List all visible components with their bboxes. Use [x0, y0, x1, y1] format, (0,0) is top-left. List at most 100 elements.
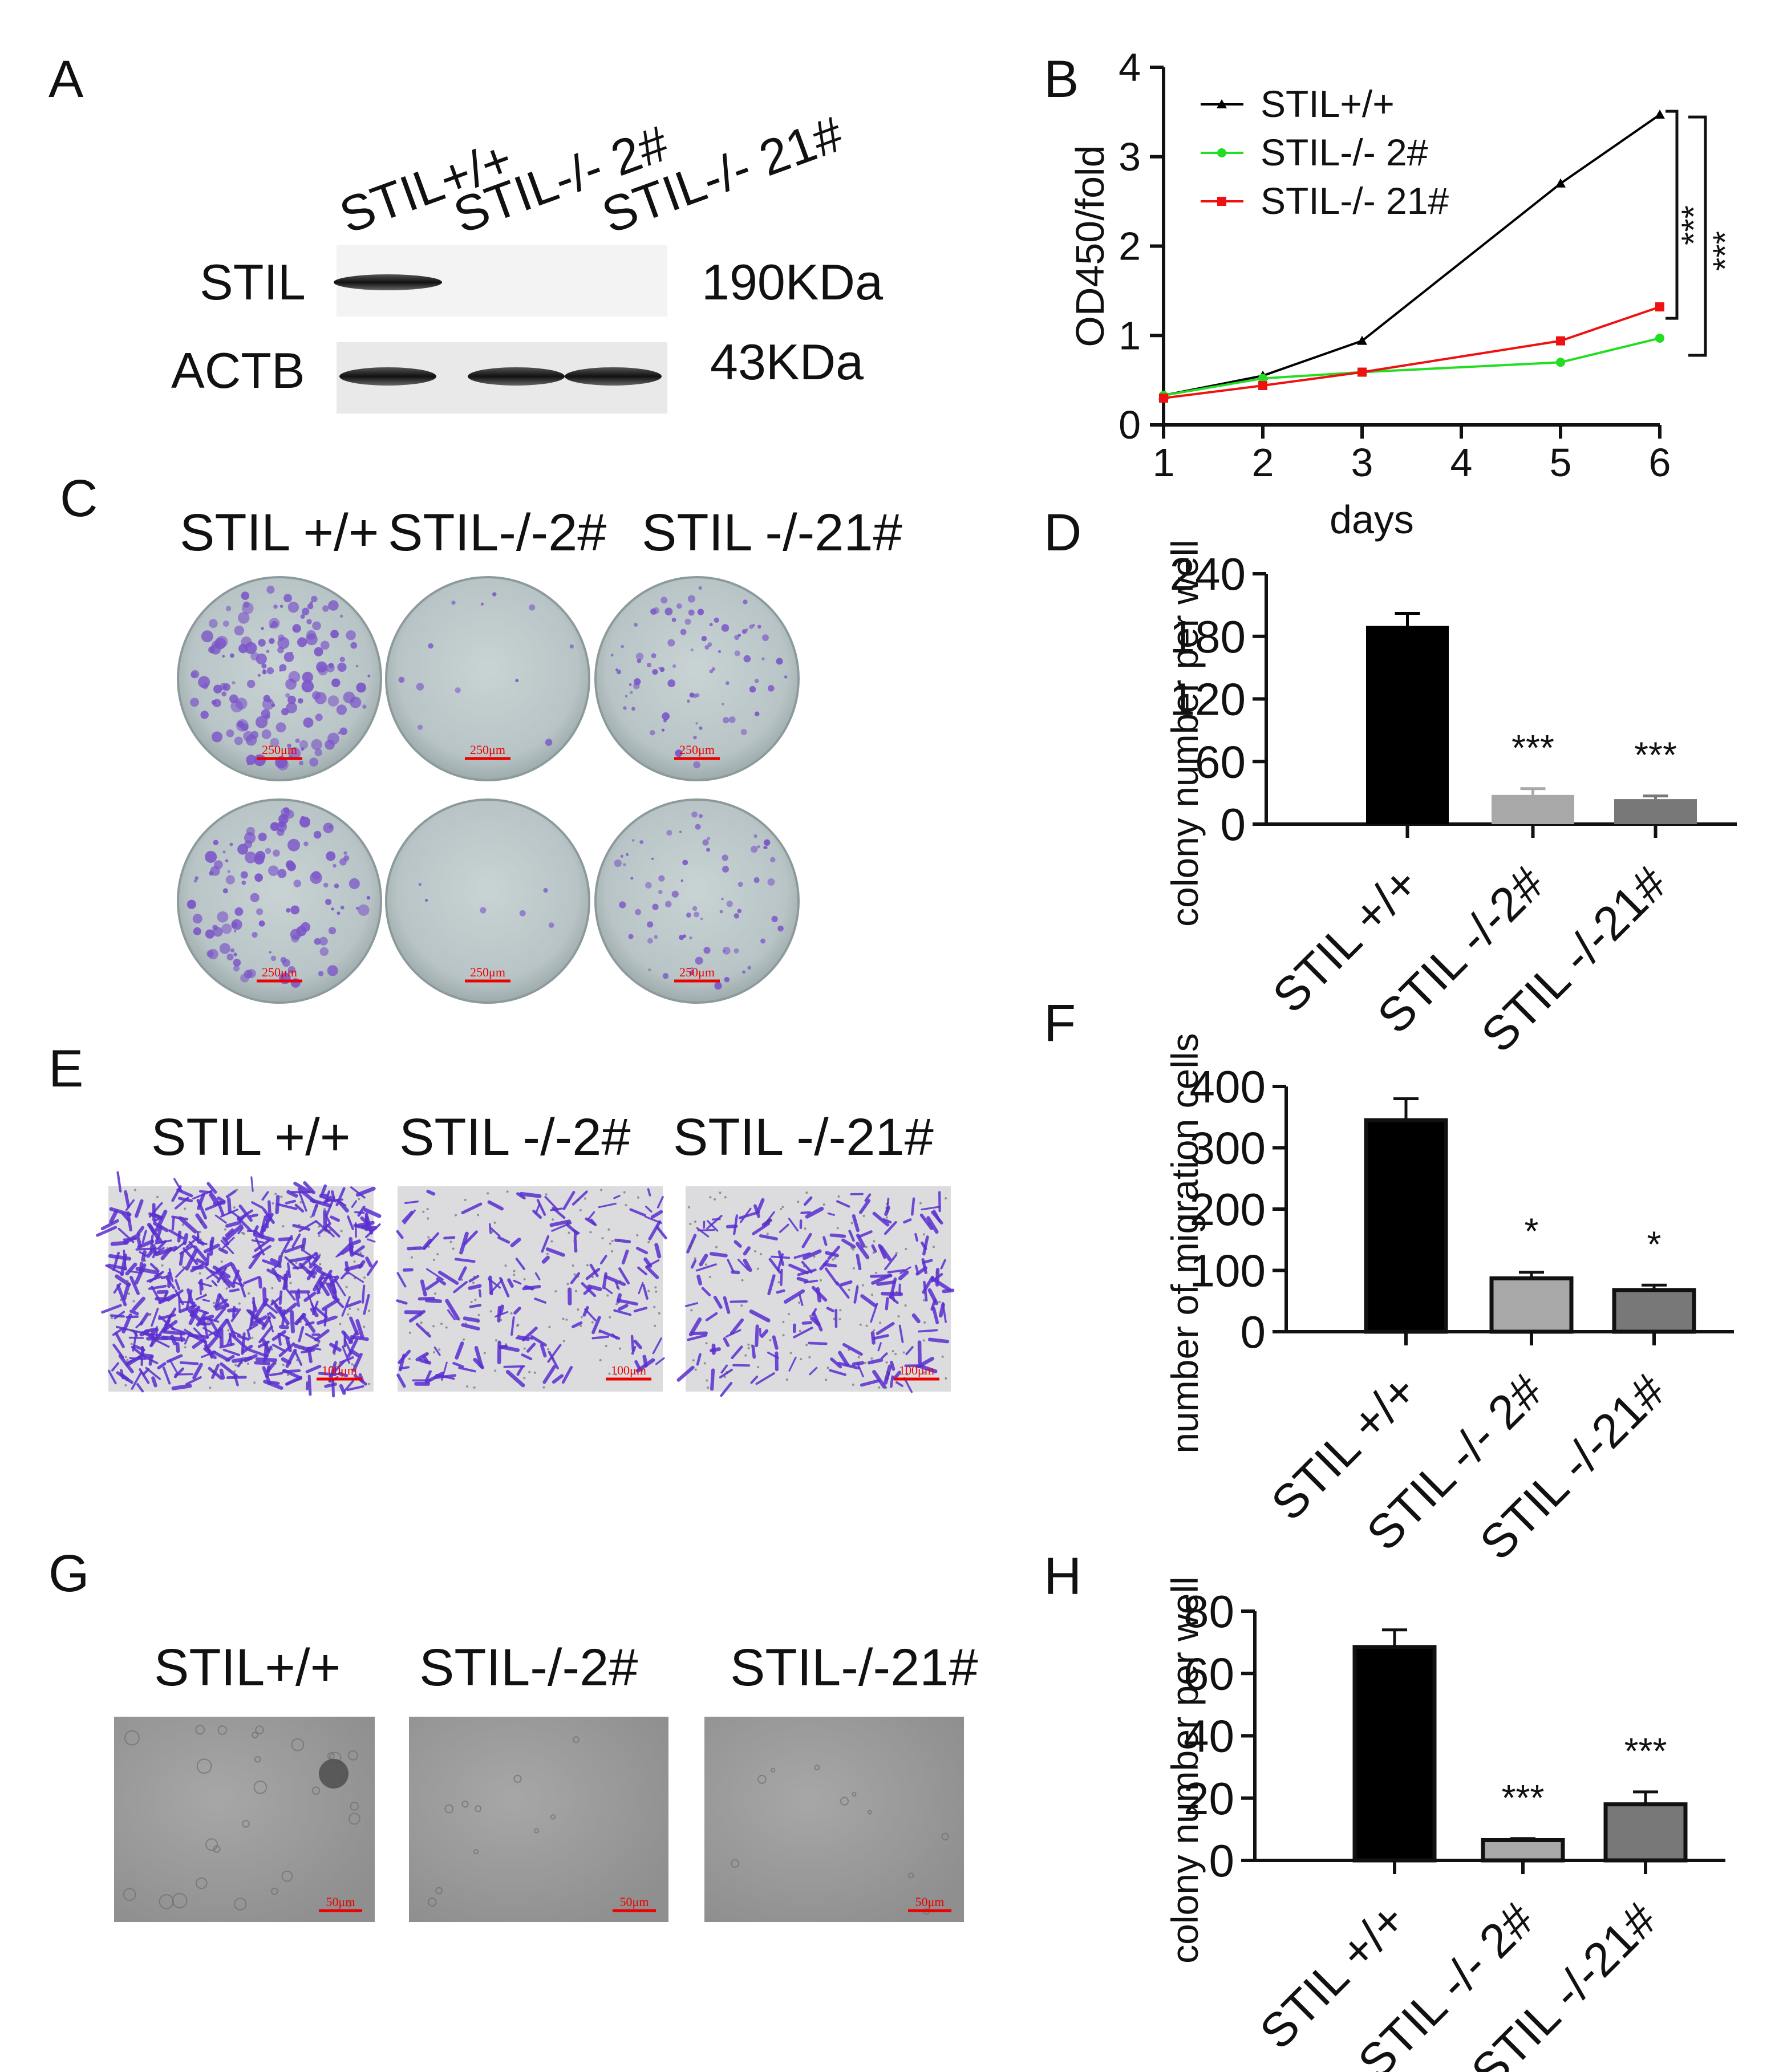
membrane-pore: [432, 1259, 435, 1262]
membrane-pore: [240, 1361, 243, 1364]
membrane-pore: [464, 1199, 467, 1202]
transwell-label-3: STIL -/-21#: [673, 1108, 934, 1166]
migrated-cell: [212, 1265, 231, 1279]
migrated-cell: [112, 1251, 120, 1271]
cell-colony: [473, 1849, 479, 1855]
cell-colony: [757, 1775, 767, 1784]
panel-d-letter: D: [1044, 504, 1081, 562]
membrane-pore: [703, 1362, 706, 1365]
migrated-cell: [349, 1349, 360, 1357]
colony: [702, 839, 709, 846]
colony: [280, 956, 286, 963]
membrane-pore: [286, 1342, 289, 1345]
migrated-cell: [643, 1257, 653, 1268]
cell-colony: [254, 1756, 261, 1763]
membrane-pore: [523, 1377, 526, 1380]
blot-size-actb: 43KDa: [710, 334, 864, 390]
migrated-cell: [225, 1355, 235, 1362]
migrated-cell: [797, 1268, 817, 1276]
migrated-cell: [285, 1348, 297, 1368]
cell-colony: [435, 1887, 443, 1895]
migrated-cell: [343, 1380, 355, 1393]
y-tick-label: 20: [1184, 1773, 1234, 1824]
colony: [545, 739, 553, 746]
membrane-pore: [144, 1259, 147, 1262]
migrated-cell: [885, 1297, 889, 1311]
colony: [252, 931, 258, 938]
membrane-pore: [270, 1348, 273, 1351]
migrated-cell: [264, 1224, 268, 1232]
membrane-pore: [751, 1344, 753, 1347]
migrated-cell: [227, 1197, 232, 1214]
membrane-pore: [204, 1293, 207, 1296]
colony: [703, 947, 711, 954]
legend-label: STIL-/- 2#: [1261, 131, 1428, 173]
migrated-cell: [655, 1357, 665, 1365]
x-axis-title: days: [1330, 497, 1414, 542]
colony: [269, 951, 271, 954]
panel-a-letter: A: [48, 50, 84, 108]
migrated-cell: [645, 1215, 662, 1224]
membrane-pore: [637, 1196, 639, 1199]
migrated-cell: [889, 1375, 894, 1388]
colony: [303, 841, 309, 846]
migrated-cell: [688, 1317, 702, 1337]
membrane-pore: [319, 1263, 322, 1266]
membrane-pore: [894, 1353, 897, 1356]
colony: [645, 882, 652, 889]
migrated-cell: [720, 1382, 733, 1397]
colony: [722, 703, 724, 705]
migrated-cell: [351, 1239, 361, 1246]
colony: [295, 738, 300, 743]
migrated-cell: [305, 1365, 322, 1373]
colony: [695, 721, 698, 725]
migrated-cell: [222, 1348, 241, 1356]
colony: [277, 646, 284, 654]
migrated-cell: [730, 1318, 744, 1335]
colony: [695, 824, 701, 830]
cell-colony: [475, 1805, 482, 1813]
membrane-pore: [133, 1236, 136, 1239]
colony: [723, 717, 730, 724]
migrated-cell: [788, 1356, 797, 1372]
colony: [734, 650, 740, 656]
migrated-cell: [926, 1216, 939, 1234]
migrated-cell: [723, 1296, 731, 1314]
migrated-cell: [115, 1274, 131, 1287]
membrane-pore: [166, 1247, 169, 1250]
membrane-pore: [449, 1240, 452, 1243]
colony: [455, 687, 461, 694]
migrated-cell: [760, 1329, 769, 1339]
membrane-pore: [282, 1225, 285, 1228]
colony: [682, 859, 688, 866]
migrated-cell: [262, 1259, 282, 1268]
colony: [694, 911, 700, 918]
membrane-pore: [865, 1324, 868, 1327]
colony: [209, 619, 218, 629]
migrated-cell: [266, 1268, 287, 1282]
membrane-pore: [719, 1191, 722, 1194]
membrane-pore: [270, 1301, 273, 1304]
migrated-cell: [287, 1262, 291, 1278]
colony: [658, 890, 663, 894]
migrated-cell: [232, 1356, 253, 1363]
y-tick-label: 180: [1170, 611, 1246, 662]
membrane-pore: [289, 1282, 292, 1284]
migrated-cell: [192, 1235, 205, 1246]
membrane-pore: [941, 1355, 944, 1358]
membrane-pore: [353, 1260, 356, 1263]
colony: [258, 639, 266, 647]
colony: [629, 691, 633, 694]
membrane-pore: [636, 1234, 639, 1236]
migrated-cell: [695, 1263, 717, 1272]
migrated-cell: [205, 1335, 220, 1351]
migrated-cell: [890, 1360, 895, 1371]
migrated-cell: [801, 1232, 812, 1248]
colony: [307, 603, 314, 610]
colony: [219, 943, 230, 954]
culture-plate: [177, 576, 382, 781]
colony: [299, 760, 304, 765]
colony: [719, 910, 723, 914]
migrated-cell: [461, 1202, 483, 1215]
membrane-pore: [470, 1301, 473, 1304]
